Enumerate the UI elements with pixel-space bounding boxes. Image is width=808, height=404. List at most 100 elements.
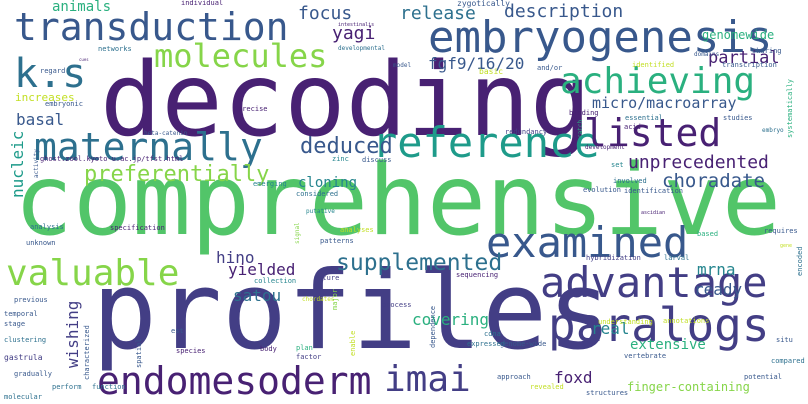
word-systematically: systematically: [786, 78, 794, 138]
word-set: set: [611, 161, 624, 169]
word-choradate: choradate: [662, 170, 765, 192]
word-paralogs: paralogs: [548, 298, 770, 352]
word-extensive: extensive: [630, 337, 706, 353]
word-k.s: k.s: [14, 51, 87, 97]
word-description: description: [504, 1, 624, 22]
word-embryo: embryo: [762, 127, 784, 134]
word-factor: factor: [296, 353, 322, 361]
word-studies: studies: [723, 114, 753, 122]
word-examined: examined: [486, 218, 689, 267]
word-gastrula: gastrula: [4, 353, 43, 362]
word-cdna: cdna: [484, 330, 501, 338]
word-transcription: transcription: [722, 61, 777, 69]
word-encoded: encoded: [796, 246, 804, 276]
word-characterized: characterized: [83, 325, 91, 380]
word-covering: covering: [412, 310, 490, 329]
word-model: model: [393, 62, 412, 69]
word-considered: considered: [296, 190, 339, 198]
word-potential: potential: [744, 373, 782, 381]
word-preferentially: preferentially: [84, 162, 270, 187]
word-spatial: spatial: [135, 338, 143, 368]
word-endomesoderm: endomesoderm: [97, 359, 372, 403]
word-compared: compared: [771, 357, 805, 365]
word-development: development: [585, 144, 625, 151]
word-mrna: mrna: [697, 260, 736, 279]
word-hino: hino: [216, 248, 255, 267]
word-molecules: molecules: [154, 37, 328, 75]
word-embryogenesis: embryogenesis: [428, 12, 773, 63]
word-zygotically: zygotically: [457, 0, 510, 8]
word-real: real: [591, 319, 630, 338]
word-situ: situ: [776, 336, 793, 344]
word-catch: catch: [577, 119, 584, 138]
word-requires: requires: [764, 227, 798, 235]
word-temporal: temporal: [4, 310, 38, 318]
word-decoding: decoding: [100, 41, 592, 160]
word-reference: reference: [372, 118, 600, 167]
word-and/or: and/or: [537, 64, 563, 72]
word-comprehensive: comprehensive: [14, 144, 782, 258]
word-activity: activity: [33, 149, 40, 178]
word-enable: enable: [349, 330, 357, 356]
word-cloning: cloning: [298, 175, 358, 191]
word-analysis: analysis: [30, 223, 64, 231]
word-involved: involved: [613, 177, 647, 185]
word-networks: networks: [98, 45, 132, 53]
word-sharing: sharing: [752, 47, 782, 55]
word-gradually: gradually: [14, 370, 52, 378]
word-valuable: valuable: [6, 253, 180, 294]
word-patterns: patterns: [320, 237, 354, 245]
word-yielded: yielded: [228, 260, 296, 279]
word-wishing: wishing: [63, 300, 82, 368]
word-specification: specification: [110, 224, 165, 232]
word-body: body: [260, 345, 277, 353]
word-acid: acid: [624, 123, 641, 131]
word-gene: gene: [780, 243, 793, 249]
word-embryonic: embryonic: [45, 100, 83, 108]
word-increases: increases: [15, 91, 75, 104]
word-putative: putative: [306, 208, 335, 215]
word-molecular: molecular: [4, 393, 42, 401]
word-based: based: [697, 230, 719, 238]
word-annotations: annotations: [663, 317, 710, 325]
word-release: release: [400, 3, 476, 24]
word-genome-wide: genome-wide: [500, 340, 547, 348]
word-satou: satou: [233, 286, 282, 305]
word-revealed: revealed: [530, 383, 564, 391]
word-beta-catenin: beta-catenin: [144, 130, 188, 137]
word-advantage: advantage: [540, 258, 768, 307]
word-domains: domains: [694, 51, 720, 58]
word-yagi: yagi: [332, 23, 376, 44]
word-ghost-url: ghost.zool.kyoto-u.ac.jp/tfst.html: [40, 155, 184, 163]
word-collection: collection: [254, 277, 297, 285]
word-perform: perform: [52, 383, 82, 391]
word-micro/macroarray: micro/macroarray: [592, 94, 737, 112]
word-animals: animals: [52, 0, 112, 15]
word-identification: identification: [624, 187, 684, 195]
word-emerging: emerging: [253, 180, 287, 188]
word-evolution: evolution: [583, 186, 621, 194]
word-function: function: [92, 383, 126, 391]
word-unprecedented: unprecedented: [628, 152, 769, 173]
word-binding: binding: [569, 109, 599, 117]
word-major: major: [331, 288, 339, 310]
word-signal: signal: [294, 222, 301, 244]
word-discuss: discuss: [362, 156, 392, 164]
word-individual: individual: [181, 0, 224, 7]
word-unknown: unknown: [26, 239, 56, 247]
word-hybridization: hybridization: [586, 254, 641, 262]
word-chordates: chordates: [302, 296, 335, 303]
word-regard: regard: [40, 67, 66, 75]
word-fgf9/16/20: fgf9/16/20: [428, 54, 525, 73]
word-vertebrate: vertebrate: [624, 352, 667, 360]
word-developmental: developmental: [338, 45, 385, 52]
word-deduced: deduced: [300, 134, 393, 159]
word-sequencing: sequencing: [456, 271, 499, 279]
word-transduction: transduction: [14, 5, 289, 49]
word-process: process: [382, 301, 412, 309]
word-expressed: expressed: [467, 340, 505, 348]
word-supplemented: supplemented: [336, 250, 503, 276]
word-dependence: dependence: [429, 305, 437, 348]
word-est: est: [171, 327, 184, 335]
